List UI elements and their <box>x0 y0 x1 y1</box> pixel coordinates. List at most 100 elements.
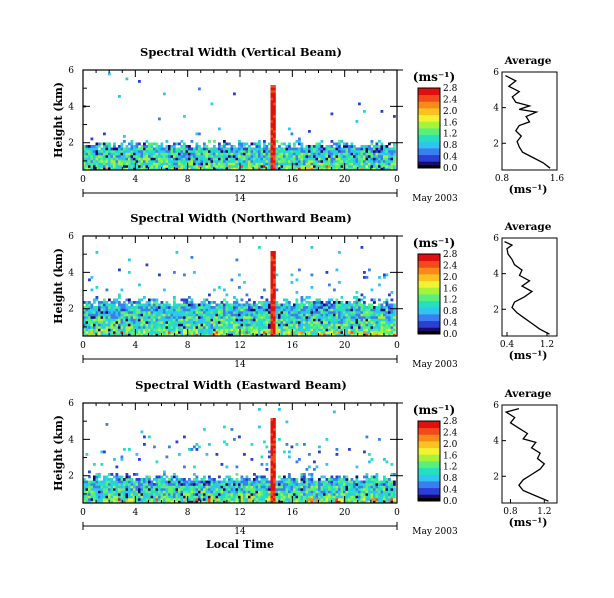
heatmap-cell <box>88 301 91 304</box>
heatmap-cell <box>113 152 116 156</box>
heatmap-cell <box>393 321 396 324</box>
heatmap-cell <box>240 321 244 324</box>
heatmap-cell <box>103 147 106 151</box>
heatmap-cell <box>258 425 261 429</box>
heatmap-cell <box>325 167 329 171</box>
heatmap-cell <box>343 475 346 479</box>
heatmap-cell <box>328 298 331 302</box>
heatmap-cell <box>388 321 391 324</box>
heatmap-cell <box>210 326 214 329</box>
heatmap-cell <box>315 318 319 322</box>
heatmap-cell <box>230 328 234 332</box>
heatmap-cell <box>103 311 106 314</box>
heatmap-cell <box>263 323 266 327</box>
heatmap-cell <box>225 493 229 496</box>
heatmap-cell <box>118 160 121 163</box>
heatmap-cell <box>188 331 191 334</box>
heatmap-cell <box>133 313 136 317</box>
heatmap-cell <box>108 498 111 501</box>
heatmap-cell <box>388 490 391 494</box>
heatmap-cell <box>90 145 94 148</box>
heatmap-cell <box>330 478 334 481</box>
heatmap-cell <box>260 147 264 151</box>
heatmap-cell <box>220 328 224 332</box>
heatmap-cell <box>265 301 269 304</box>
heatmap-cell <box>143 316 146 319</box>
heatmap-cell <box>308 473 311 476</box>
heatmap-cell <box>373 478 376 481</box>
heatmap-cell <box>135 331 139 334</box>
heatmap-cell <box>328 328 331 332</box>
heatmap-cell <box>183 480 186 484</box>
heatmap-cell <box>168 331 171 334</box>
heatmap-cell <box>325 331 329 334</box>
heatmap-cell <box>155 460 159 464</box>
heatmap-cell <box>228 490 231 494</box>
heatmap-cell <box>273 263 276 267</box>
heatmap-cell <box>100 165 104 168</box>
heatmap-cell <box>120 162 124 166</box>
heatmap-cell <box>133 321 136 324</box>
heatmap-cell <box>210 498 214 501</box>
heatmap-cell <box>123 478 126 481</box>
heatmap-cell <box>338 331 341 334</box>
heatmap-cell <box>298 331 301 334</box>
heatmap-cell <box>173 480 176 484</box>
heatmap-cell <box>323 498 326 501</box>
heatmap-cell <box>283 331 286 334</box>
heatmap-cell <box>278 490 281 494</box>
heatmap-cell <box>145 263 149 267</box>
heatmap-cell <box>285 495 289 499</box>
profile-title: Average <box>504 221 552 233</box>
heatmap-cell <box>263 493 266 496</box>
heatmap-cell <box>158 117 161 121</box>
heatmap-cell <box>100 333 104 337</box>
heatmap-cell <box>325 145 329 148</box>
heatmap-cell <box>185 303 189 307</box>
heatmap-cell <box>258 311 261 314</box>
heatmap-cell <box>348 331 351 334</box>
heatmap-cell <box>245 142 249 146</box>
heatmap-cell <box>108 72 111 76</box>
heatmap-cell <box>235 147 239 151</box>
heatmap-cell <box>110 331 114 334</box>
heatmap-cell <box>273 440 276 444</box>
heatmap-cell <box>230 318 234 322</box>
heatmap-cell <box>290 493 294 496</box>
colorbar-unit: (ms⁻¹) <box>413 403 455 417</box>
heatmap-cell <box>350 490 354 494</box>
heatmap-cell <box>125 473 129 476</box>
heatmap-cell <box>200 321 204 324</box>
heatmap-cell <box>278 306 281 309</box>
heatmap-cell <box>348 157 351 161</box>
heatmap-cell <box>350 485 354 489</box>
heatmap-cell <box>230 155 234 158</box>
heatmap-cell <box>83 162 86 166</box>
heatmap-cell <box>240 495 244 499</box>
heatmap-cell <box>253 490 256 494</box>
heatmap-cell <box>245 480 249 484</box>
heatmap-cell <box>128 326 131 329</box>
heatmap-cell <box>210 323 214 327</box>
heatmap-cell <box>383 313 386 317</box>
heatmap-cell <box>333 147 336 151</box>
heatmap-cell <box>385 323 389 327</box>
heatmap-cell <box>110 328 114 332</box>
heatmap-cell <box>273 271 276 274</box>
heatmap-cell <box>305 150 309 153</box>
heatmap-cell <box>130 483 134 486</box>
heatmap-cell <box>373 318 376 322</box>
heatmap-cell <box>343 155 346 158</box>
x-tick-label: 8 <box>185 508 191 518</box>
heatmap-cell <box>128 152 131 156</box>
heatmap-cell <box>340 490 344 494</box>
heatmap-cell <box>213 490 216 494</box>
heatmap-cell <box>253 147 256 151</box>
heatmap-cell <box>188 296 191 299</box>
heatmap-cell <box>123 152 126 156</box>
heatmap-cell <box>213 155 216 158</box>
heatmap-cell <box>325 326 329 329</box>
heatmap-cell <box>365 485 369 489</box>
heatmap-cell <box>120 142 124 146</box>
heatmap-cell <box>98 306 101 309</box>
